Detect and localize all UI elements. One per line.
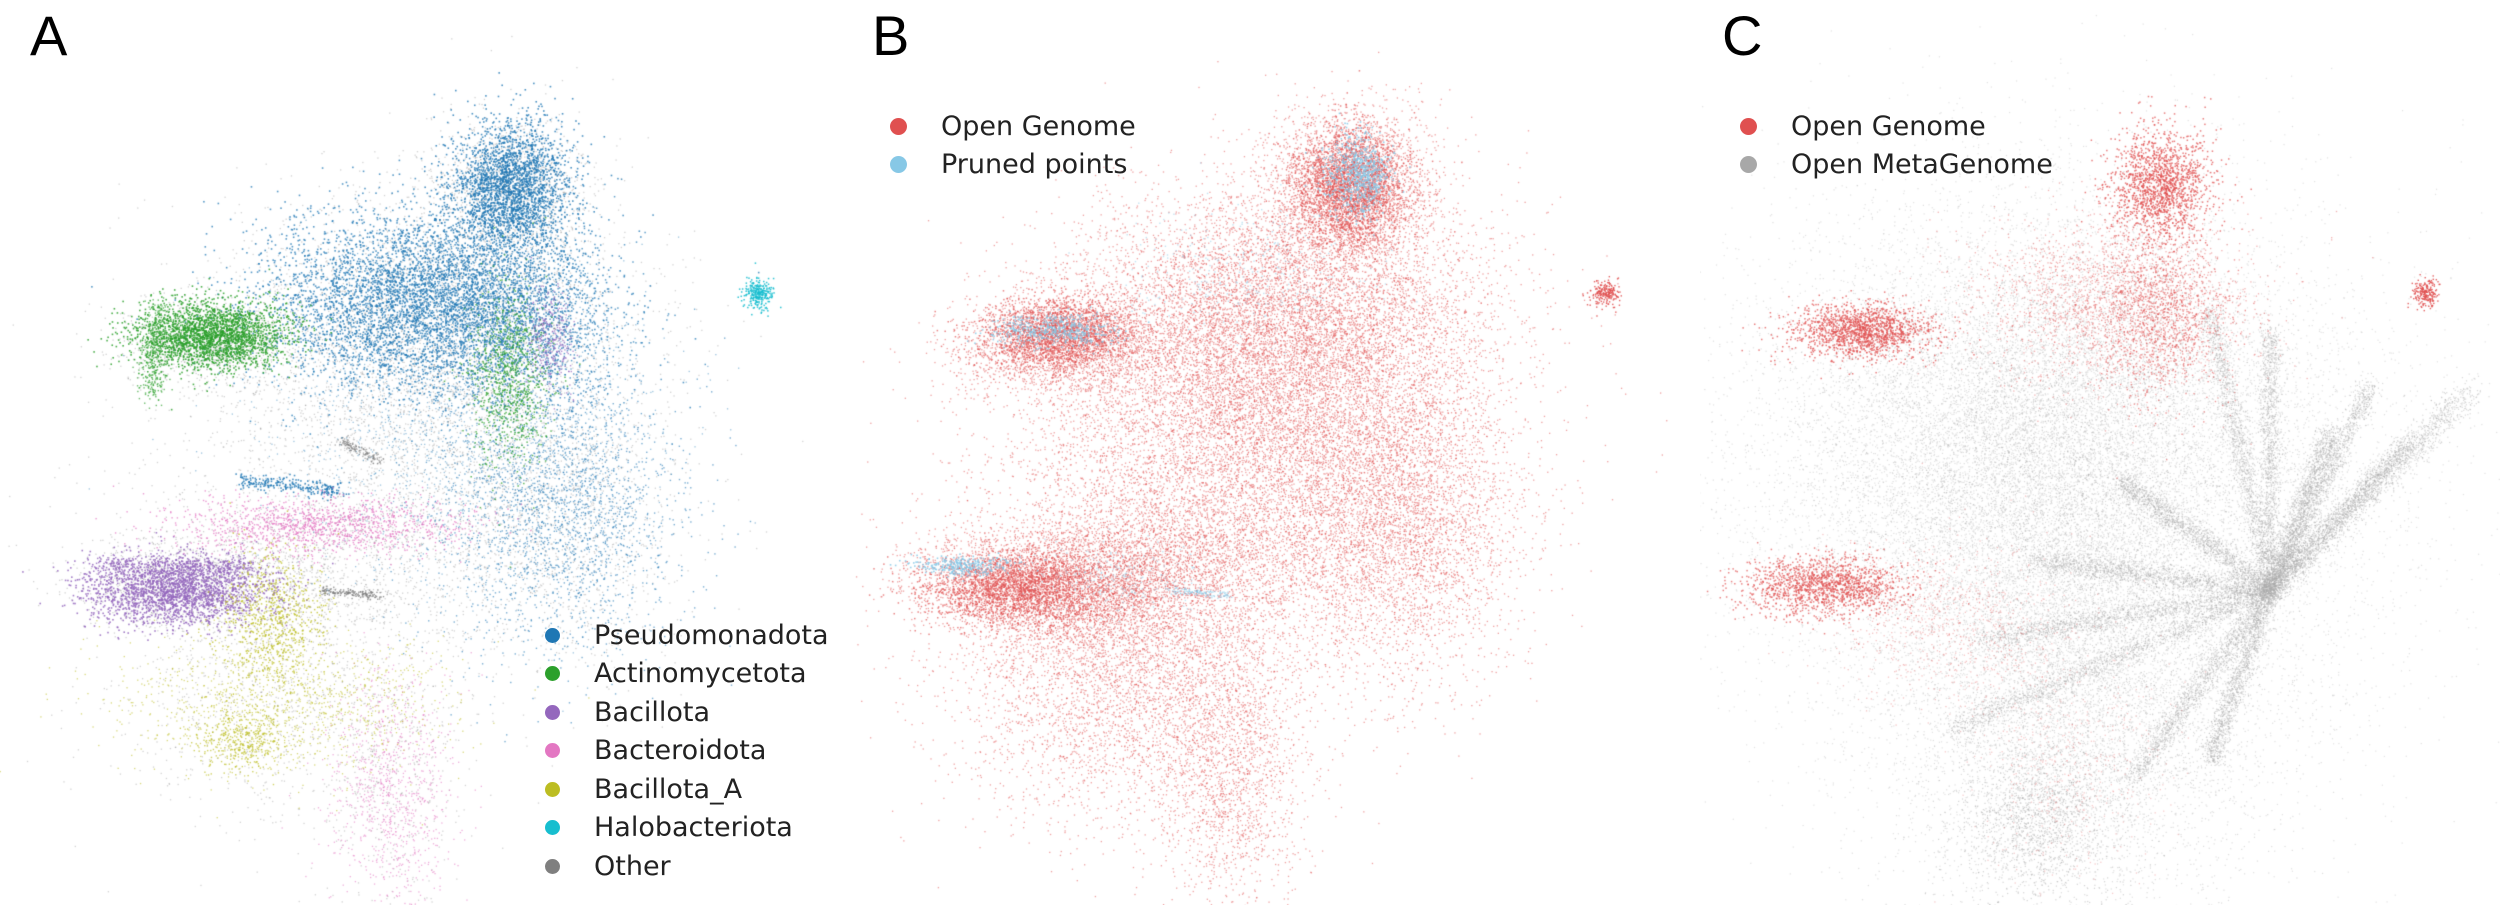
legend-marker-open-metagenome (1740, 156, 1757, 174)
legend-marker-actinomycetota (545, 666, 560, 682)
panel-b: B Open Genome Pruned points (850, 0, 1700, 905)
legend-item-open-metagenome: Open MetaGenome (1740, 146, 2053, 185)
legend-label-bacillota: Bacillota (594, 696, 711, 728)
legend-marker-bacteroidota (545, 743, 560, 759)
legend-b: Open Genome Pruned points (890, 107, 1136, 184)
legend-label-pruned-points: Pruned points (941, 149, 1128, 181)
legend-item-bacteroidota: Bacteroidota (545, 732, 829, 771)
legend-item-pseudomonadota: Pseudomonadota (545, 616, 829, 655)
legend-c: Open Genome Open MetaGenome (1740, 107, 2053, 184)
legend-item-open-genome: Open Genome (890, 107, 1136, 146)
legend-label-halobacteriota: Halobacteriota (594, 812, 793, 844)
legend-item-pruned-points: Pruned points (890, 146, 1136, 185)
scatter-plot-c (1700, 0, 2500, 905)
legend-a: Pseudomonadota Actinomycetota Bacillota … (545, 616, 829, 886)
legend-label-bacillota-a: Bacillota_A (594, 773, 743, 805)
legend-item-bacillota: Bacillota (545, 693, 829, 732)
legend-label-open-metagenome: Open MetaGenome (1791, 149, 2053, 181)
legend-marker-open-genome-c (1740, 117, 1757, 135)
legend-marker-other (545, 858, 560, 874)
legend-marker-halobacteriota (545, 820, 560, 836)
legend-label-bacteroidota: Bacteroidota (594, 735, 767, 767)
legend-marker-pseudomonadota (545, 627, 560, 643)
legend-marker-pruned-points (890, 156, 907, 174)
legend-marker-bacillota-a (545, 781, 560, 797)
legend-item-other: Other (545, 847, 829, 886)
panel-a: A Pseudomonadota Actinomycetota Bacillot… (0, 0, 850, 905)
legend-label-actinomycetota: Actinomycetota (594, 658, 807, 690)
legend-label-open-genome: Open Genome (941, 110, 1136, 142)
legend-item-actinomycetota: Actinomycetota (545, 655, 829, 694)
panel-c: C Open Genome Open MetaGenome (1700, 0, 2500, 905)
legend-label-pseudomonadota: Pseudomonadota (594, 619, 829, 651)
legend-marker-open-genome (890, 117, 907, 135)
legend-label-other: Other (594, 850, 671, 882)
legend-marker-bacillota (545, 704, 560, 720)
legend-label-open-genome-c: Open Genome (1791, 110, 1986, 142)
legend-item-bacillota-a: Bacillota_A (545, 770, 829, 809)
scatter-plot-a (0, 0, 850, 905)
scatter-plot-b (850, 0, 1700, 905)
legend-item-open-genome-c: Open Genome (1740, 107, 2053, 146)
legend-item-halobacteriota: Halobacteriota (545, 809, 829, 848)
